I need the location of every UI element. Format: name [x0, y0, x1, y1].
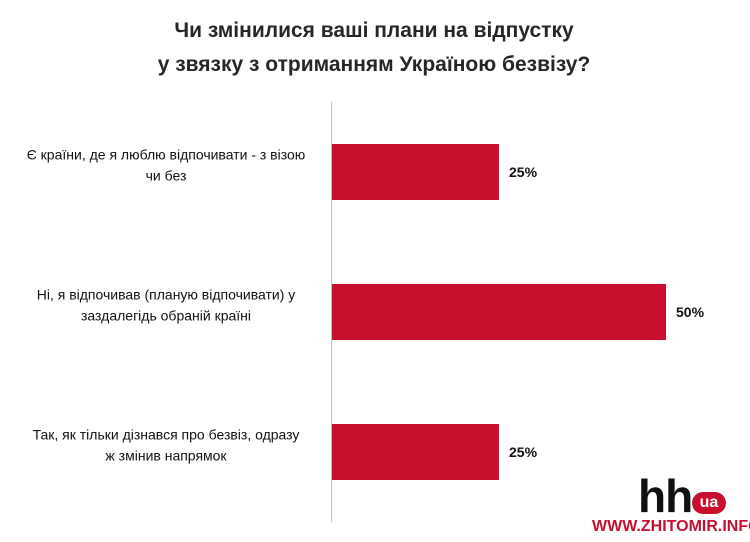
bar-1: [332, 144, 499, 200]
value-label-2: 50%: [676, 304, 705, 320]
category-label-2-line-2: заздалегідь обраній країні: [81, 308, 251, 324]
logo-site-url: WWW.ZHITOMIR.INFO: [592, 518, 750, 535]
category-label-2-line-1: Ні, я відпочивав (планую відпочивати) у: [37, 287, 296, 303]
category-label-3-line-1: Так, як тільки дізнався про безвіз, одра…: [33, 427, 300, 443]
logo-ua-badge: ua: [692, 492, 726, 514]
bar-3: [332, 424, 499, 480]
category-label-1-line-2: чи без: [146, 168, 187, 184]
hh-ua-logo: hh ua WWW.ZHITOMIR.INFO: [592, 470, 750, 540]
logo-hh-text: hh: [638, 470, 693, 522]
category-label-1-line-1: Є країни, де я люблю відпочивати - з віз…: [27, 147, 306, 163]
value-label-3: 25%: [509, 444, 538, 460]
bar-2: [332, 284, 666, 340]
value-label-1: 25%: [509, 164, 538, 180]
chart-title-line-1: Чи змінилися ваші плани на відпустку: [174, 19, 574, 42]
category-label-3-line-2: ж змінив напрямок: [105, 448, 227, 464]
chart-title-line-2: у звязку з отриманням Україною безвізу?: [158, 53, 591, 76]
